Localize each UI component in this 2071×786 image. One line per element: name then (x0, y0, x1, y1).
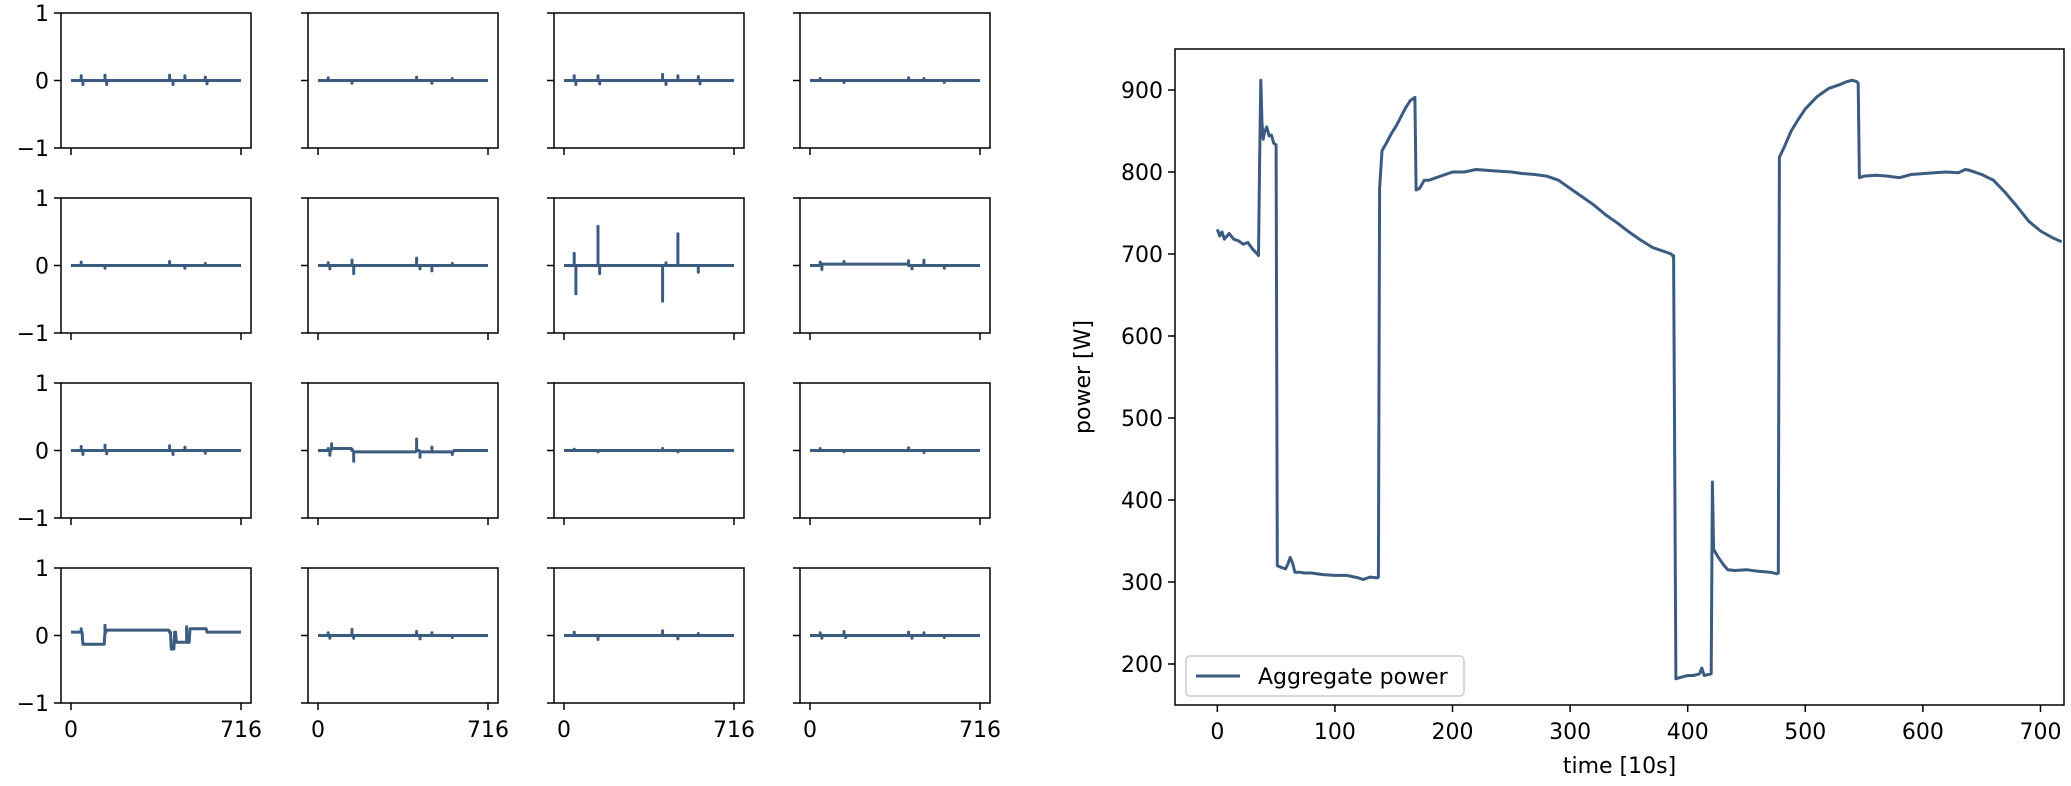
x-axis-title: time [10s] (1563, 754, 1676, 779)
y-tick-label: 0 (35, 440, 49, 465)
panel-series-line (809, 446, 981, 455)
x-tick-label: 500 (1784, 720, 1826, 745)
small-panel (301, 197, 499, 340)
x-tick-label: 200 (1432, 720, 1474, 745)
x-tick-label: 400 (1667, 720, 1709, 745)
panel-series-line (317, 75, 489, 85)
x-tick-label: 700 (2019, 720, 2061, 745)
small-panel (547, 12, 745, 155)
small-panel (547, 197, 745, 340)
panel-series-line (809, 76, 981, 85)
y-tick-label: 200 (1121, 653, 1163, 678)
x-tick-label: 100 (1314, 720, 1356, 745)
y-tick-label: 700 (1121, 243, 1163, 268)
panel-series-line (563, 72, 735, 87)
y-tick-label: 0 (35, 625, 49, 650)
panel-series-line (317, 627, 489, 641)
small-panel: 0 716 (793, 567, 1001, 743)
x-tick-label: 0 (64, 718, 78, 743)
y-tick-label: 900 (1121, 79, 1163, 104)
plot-area (1174, 48, 2065, 706)
small-multiples-grid: 1 0 −1 1 0 −1 1 0 −1 1 0 −1 0 716 0 716 0 716 0 716 (17, 2, 1001, 743)
panel-series-line (317, 437, 489, 463)
small-panel: 1 0 −1 (17, 372, 252, 532)
small-panel (547, 382, 745, 525)
small-panel (301, 382, 499, 525)
y-tick-label: −1 (17, 507, 49, 532)
panel-series-line (70, 443, 242, 457)
small-panel (793, 197, 991, 340)
panel-series-line (70, 623, 242, 651)
small-panel: 1 0 −1 0 716 (17, 557, 262, 743)
x-tick-label: 0 (803, 718, 817, 743)
y-tick-label: 1 (35, 557, 49, 582)
small-panel (301, 12, 499, 155)
panel-series-line (563, 629, 735, 642)
x-tick-label: 600 (1902, 720, 1944, 745)
panel-series-line (563, 446, 735, 454)
y-tick-label: 500 (1121, 407, 1163, 432)
small-panel: 0 716 (547, 567, 755, 743)
legend: Aggregate power (1185, 655, 1465, 697)
y-tick-label: 0 (35, 70, 49, 95)
panel-series-line (809, 629, 981, 640)
x-tick-label: 716 (713, 718, 755, 743)
small-panel: 1 0 −1 (17, 187, 252, 347)
x-tick-label: 0 (1210, 720, 1224, 745)
y-tick-label: 400 (1121, 489, 1163, 514)
y-axis-title: power [W] (1071, 320, 1096, 434)
y-tick-label: 800 (1121, 161, 1163, 186)
y-tick-label: 1 (35, 372, 49, 397)
legend-label: Aggregate power (1258, 665, 1449, 690)
panel-frame (60, 567, 252, 704)
panel-series-line (70, 73, 242, 87)
panel-series-line (809, 258, 981, 272)
x-tick-label: 716 (467, 718, 509, 743)
y-tick-label: 1 (35, 2, 49, 27)
x-tick-label: 0 (311, 718, 325, 743)
y-tick-label: 300 (1121, 571, 1163, 596)
y-tick-label: −1 (17, 137, 49, 162)
x-tick-label: 300 (1549, 720, 1591, 745)
small-panel (793, 382, 991, 525)
small-panel: 1 0 −1 (17, 2, 252, 162)
y-tick-label: −1 (17, 322, 49, 347)
x-tick-label: 716 (220, 718, 262, 743)
panel-series-line (317, 256, 489, 276)
panel-series-line (70, 259, 242, 270)
small-panel: 0 716 (301, 567, 509, 743)
aggregate-power-chart: 200 300 400 500 600 700 800 900 0 100 200 300 400 500… (1071, 48, 2065, 779)
legend-box (1185, 655, 1465, 697)
y-tick-label: 0 (35, 255, 49, 280)
y-tick-label: 600 (1121, 325, 1163, 350)
y-tick-label: 1 (35, 187, 49, 212)
x-tick-label: 716 (959, 718, 1001, 743)
small-panel (793, 12, 991, 155)
x-tick-label: 0 (557, 718, 571, 743)
aggregate-power-line (1215, 78, 2063, 681)
y-tick-label: −1 (17, 692, 49, 717)
panel-series-line (563, 224, 735, 303)
